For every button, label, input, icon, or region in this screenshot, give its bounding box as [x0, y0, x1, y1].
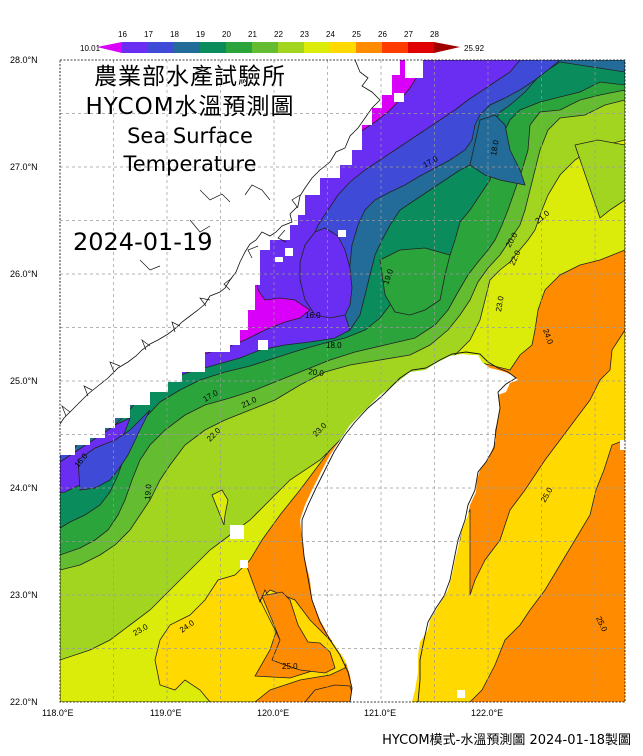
y-axis-label: 23.0°N	[10, 590, 38, 600]
land-taiwan	[300, 354, 518, 702]
coastline-taiwan	[301, 351, 517, 702]
contour-label-23: 23.0	[494, 295, 506, 312]
land-cell	[275, 257, 283, 262]
y-axis-label: 24.0°N	[10, 483, 38, 493]
colorbar-under-arrow	[97, 42, 122, 53]
y-axis-label: 28.0°N	[10, 55, 38, 65]
colorbar: 10.01 25.92 16 17 18 19 20 21 22 23 24 2…	[80, 30, 485, 53]
colorbar-tick: 28	[430, 30, 439, 39]
y-axis-label: 25.0°N	[10, 376, 38, 386]
graticule	[60, 60, 625, 702]
y-axis-label: 22.0°N	[10, 697, 38, 707]
contour-label-20: 20.0	[308, 367, 325, 378]
band-23-24-patch	[211, 489, 229, 526]
colorbar-tick: 22	[274, 30, 283, 39]
colorbar-tick: 16	[118, 30, 127, 39]
colorbar-tick: 20	[222, 30, 231, 39]
colorbar-tick: 24	[326, 30, 335, 39]
colorbar-swatch-26-27	[382, 42, 408, 53]
contour-label-16: 16.0	[305, 311, 321, 320]
colorbar-tick: 18	[170, 30, 179, 39]
x-axis: 118.0°E 119.0°E 120.0°E 121.0°E 122.0°E	[42, 708, 503, 718]
x-axis-label: 120.0°E	[257, 708, 289, 718]
colorbar-swatch-20-21	[226, 42, 252, 53]
land-china	[60, 60, 400, 455]
coastline-china-detail	[61, 184, 301, 417]
colorbar-min-label: 10.01	[80, 44, 101, 53]
colorbar-swatch-18-19	[174, 42, 200, 53]
x-axis-label: 119.0°E	[150, 708, 181, 718]
y-axis-label: 27.0°N	[10, 162, 38, 172]
x-axis-label: 118.0°E	[42, 708, 73, 718]
colorbar-swatch-21-22	[252, 42, 278, 53]
colorbar-swatch-25-26	[356, 42, 382, 53]
band-22-23-right-lobe	[574, 139, 625, 219]
contour-label-25: 25.0	[282, 662, 298, 671]
colorbar-swatch-16-17	[122, 42, 148, 53]
y-axis: 28.0°N 27.0°N 26.0°N 25.0°N 24.0°N 23.0°…	[10, 55, 38, 707]
colorbar-swatch-24-25	[330, 42, 356, 53]
land-cell	[394, 93, 404, 102]
contour-label-18: 18.0	[326, 341, 342, 350]
band-25-26-tongue-sw	[261, 591, 336, 674]
x-axis-label: 121.0°E	[364, 708, 396, 718]
land-cell	[338, 230, 346, 237]
plot-frame	[59, 59, 626, 703]
colorbar-swatch-22-23	[278, 42, 304, 53]
land-cell	[240, 560, 248, 568]
colorbar-tick: 17	[144, 30, 153, 39]
coastline-china	[60, 60, 381, 425]
band-25-26-south	[304, 684, 356, 702]
land-cell	[457, 690, 465, 698]
colorbar-swatch-19-20	[200, 42, 226, 53]
colorbar-tick: 23	[300, 30, 309, 39]
colorbar-tick: 25	[352, 30, 361, 39]
land-cell	[405, 60, 423, 78]
contour-label-19: 19.0	[143, 483, 153, 500]
y-axis-label: 26.0°N	[10, 269, 38, 279]
colorbar-tick: 26	[378, 30, 387, 39]
sst-field: 16.0 16.0 17.0 17.0 18.0 18.0 19.0 19.0 …	[60, 60, 625, 702]
x-axis-label: 122.0°E	[471, 708, 503, 718]
colorbar-swatch-27-28	[408, 42, 434, 53]
land-cell	[620, 440, 625, 450]
colorbar-max-label: 25.92	[464, 44, 485, 53]
band-17-18-west-basin	[77, 409, 151, 491]
colorbar-swatch-17-18	[148, 42, 174, 53]
colorbar-tick: 27	[404, 30, 413, 39]
colorbar-swatch-23-24	[304, 42, 330, 53]
band-17-18-inner-tongue	[469, 114, 526, 186]
band-16-17-lobe	[299, 227, 353, 319]
contour-label-18: 18.0	[489, 139, 501, 156]
colorbar-tick: 19	[196, 30, 205, 39]
colorbar-tick: 21	[248, 30, 257, 39]
band-20-21-pocket	[379, 247, 451, 316]
land-cell	[230, 525, 244, 539]
land-cell	[258, 340, 268, 350]
footer-caption: HYCOM模式-水溫預測圖 2024-01-18製圖	[382, 733, 631, 748]
colorbar-over-arrow	[434, 42, 460, 53]
land-cell	[285, 248, 293, 256]
forecast-date: 2024-01-19	[73, 228, 213, 256]
